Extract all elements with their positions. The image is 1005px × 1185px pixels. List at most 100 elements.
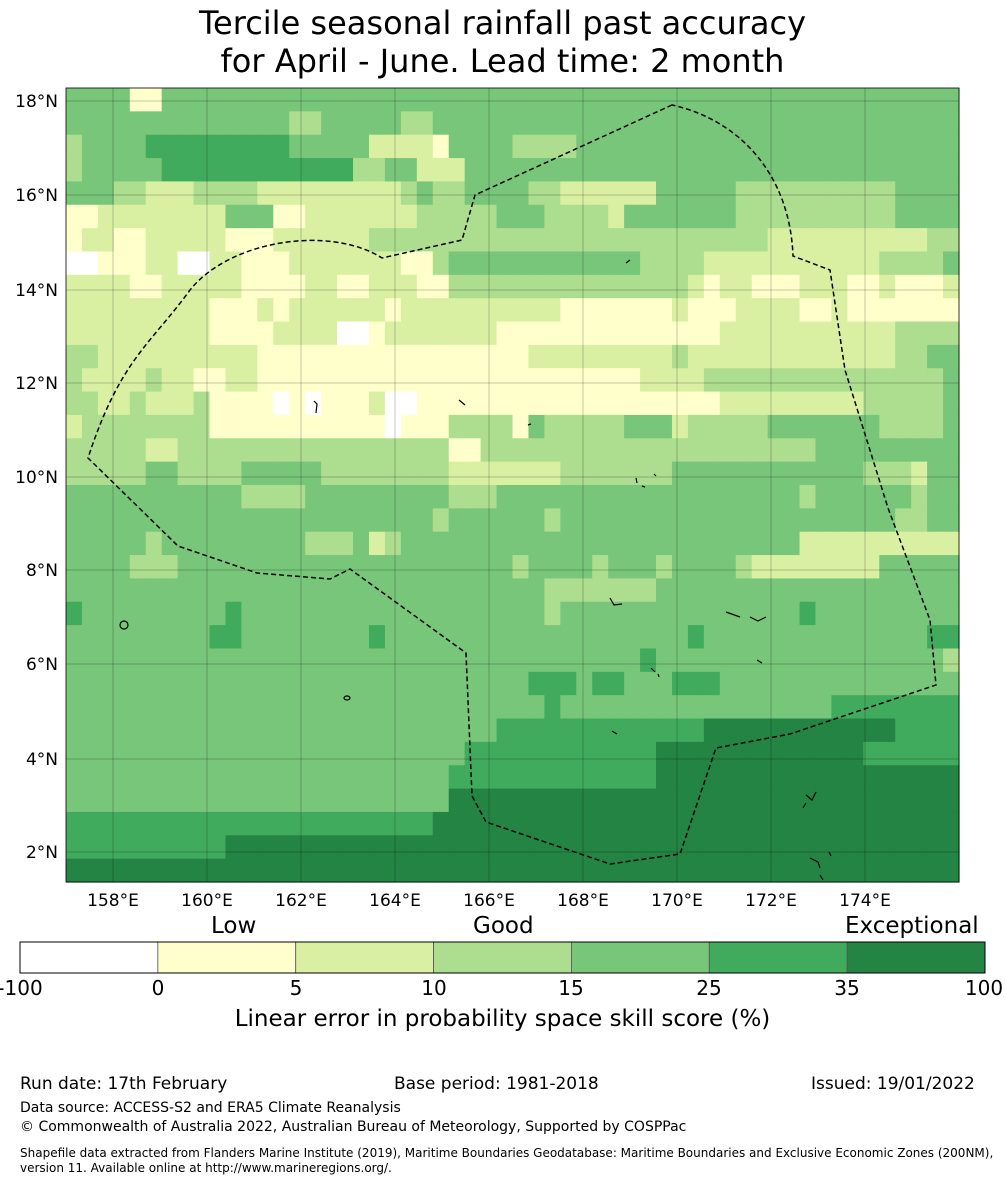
grid-cell <box>273 321 290 346</box>
grid-cell <box>687 204 705 229</box>
grid-cell <box>624 368 641 393</box>
grid-cell <box>464 578 482 603</box>
grid-cell <box>927 671 944 696</box>
grid-cell <box>592 134 609 159</box>
grid-cell <box>640 555 657 580</box>
grid-cell <box>416 134 434 159</box>
grid-cell <box>161 298 179 323</box>
grid-cell <box>368 718 386 743</box>
grid-cell <box>113 414 131 439</box>
grid-cell <box>879 765 896 790</box>
grid-cell <box>943 274 960 299</box>
grid-cell <box>129 858 147 883</box>
grid-cell <box>273 461 290 486</box>
grid-cell <box>879 601 896 626</box>
grid-cell <box>528 321 545 346</box>
grid-cell <box>687 228 705 253</box>
grid-cell <box>480 228 498 253</box>
grid-cell <box>289 485 306 509</box>
grid-cell <box>337 625 354 650</box>
grid-cell <box>895 88 912 112</box>
grid-cell <box>480 788 498 813</box>
grid-cell <box>384 601 402 626</box>
grid-cell <box>177 695 195 720</box>
grid-cell <box>129 438 147 463</box>
grid-cell <box>273 578 290 603</box>
grid-cell <box>735 134 753 159</box>
grid-cell <box>416 555 434 580</box>
grid-cell <box>464 298 482 323</box>
grid-cell <box>129 181 147 206</box>
grid-cell <box>353 508 370 533</box>
grid-cell <box>353 578 370 603</box>
grid-cell <box>671 531 689 556</box>
grid-cell <box>225 158 243 183</box>
grid-cell <box>368 251 386 276</box>
grid-cell <box>879 625 896 650</box>
grid-cell <box>209 321 227 346</box>
grid-cell <box>815 321 833 346</box>
grid-cell <box>193 578 211 603</box>
grid-cell <box>113 671 131 696</box>
grid-cell <box>640 251 657 276</box>
grid-cell <box>273 765 290 790</box>
grid-cell <box>751 414 769 439</box>
grid-cell <box>66 858 83 883</box>
grid-cell <box>384 228 402 253</box>
grid-cell <box>576 555 593 580</box>
grid-cell <box>97 204 115 229</box>
grid-cell <box>624 134 641 159</box>
grid-cell <box>464 648 482 673</box>
grid-cell <box>687 765 705 790</box>
grid-cell <box>831 858 848 883</box>
grid-cell <box>767 508 785 533</box>
grid-cell <box>879 718 896 743</box>
grid-cell <box>161 391 179 416</box>
grid-cell <box>703 811 721 836</box>
grid-cell <box>847 134 864 159</box>
grid-cell <box>289 181 306 206</box>
grid-cell <box>815 438 833 463</box>
grid-cell <box>145 298 163 323</box>
grid-cell <box>145 835 163 860</box>
grid-cell <box>113 204 131 229</box>
grid-cell <box>321 391 338 416</box>
grid-cell <box>384 414 402 439</box>
grid-cell <box>241 531 258 556</box>
grid-cell <box>687 508 705 533</box>
grid-cell <box>464 88 482 112</box>
grid-cell <box>193 298 211 323</box>
grid-cell <box>624 508 641 533</box>
grid-cell <box>257 578 274 603</box>
grid-cell <box>305 671 322 696</box>
grid-cell <box>815 648 833 673</box>
grid-cell <box>767 251 785 276</box>
grid-cell <box>305 274 322 299</box>
grid-cell <box>257 671 274 696</box>
grid-cell <box>624 298 641 323</box>
grid-cell <box>592 765 609 790</box>
grid-cell <box>927 625 944 650</box>
grid-cell <box>113 134 131 159</box>
grid-cell <box>353 111 370 136</box>
grid-cell <box>863 134 880 159</box>
grid-cell <box>624 671 641 696</box>
grid-cell <box>847 601 864 626</box>
grid-cell <box>289 158 306 183</box>
grid-cell <box>560 718 577 743</box>
grid-cell <box>97 718 115 743</box>
grid-cell <box>225 648 243 673</box>
grid-cell <box>879 414 896 439</box>
grid-cell <box>241 438 258 463</box>
grid-cell <box>592 368 609 393</box>
grid-cell <box>815 414 833 439</box>
grid-cell <box>145 858 163 883</box>
grid-cell <box>687 625 705 650</box>
grid-cell <box>671 508 689 533</box>
grid-cell <box>895 601 912 626</box>
grid-cell <box>656 368 673 393</box>
grid-cell <box>703 695 721 720</box>
grid-cell <box>225 718 243 743</box>
grid-cell <box>656 718 673 743</box>
grid-cell <box>400 158 418 183</box>
